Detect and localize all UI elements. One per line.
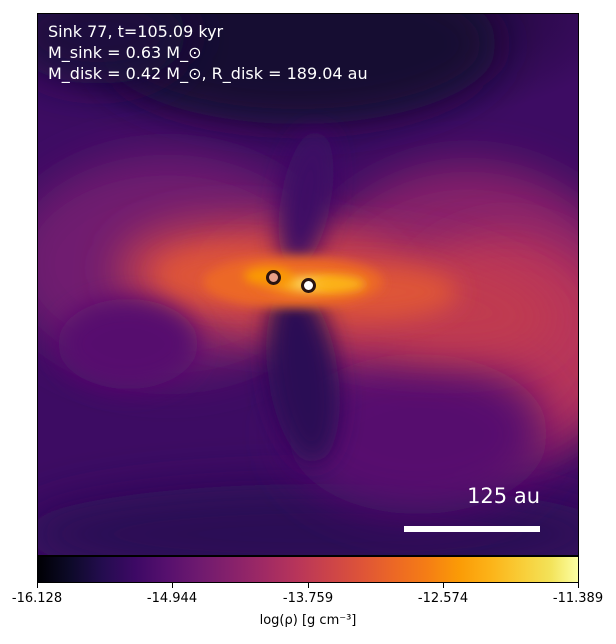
sink-marker-primary (301, 278, 316, 293)
sink-marker-secondary (266, 270, 281, 285)
disk-properties-label: M_disk = 0.42 M_⊙, R_disk = 189.04 au (48, 64, 368, 83)
density-map-image (38, 14, 578, 555)
sink-mass-label: M_sink = 0.63 M_⊙ (48, 43, 202, 62)
colorbar-tick-label: -12.574 (417, 591, 469, 606)
sink-title: Sink 77, t=105.09 kyr (48, 22, 224, 41)
colorbar-label: log(ρ) [g cm⁻³] (259, 613, 357, 628)
colorbar-tick-label: -13.759 (282, 591, 334, 606)
scalebar (404, 526, 540, 532)
scalebar-label: 125 au (467, 484, 540, 508)
colorbar (37, 556, 579, 583)
colorbar-tick (37, 583, 38, 588)
colorbar-tick (172, 583, 173, 588)
colorbar-tick-label: -14.944 (146, 591, 198, 606)
colorbar-tick (578, 583, 579, 588)
colorbar-tick (443, 583, 444, 588)
colorbar-tick-label: -11.389 (552, 591, 604, 606)
colorbar-tick-label: -16.128 (11, 591, 63, 606)
density-map-panel: Sink 77, t=105.09 kyr M_sink = 0.63 M_⊙ … (37, 13, 579, 556)
colorbar-tick (308, 583, 309, 588)
